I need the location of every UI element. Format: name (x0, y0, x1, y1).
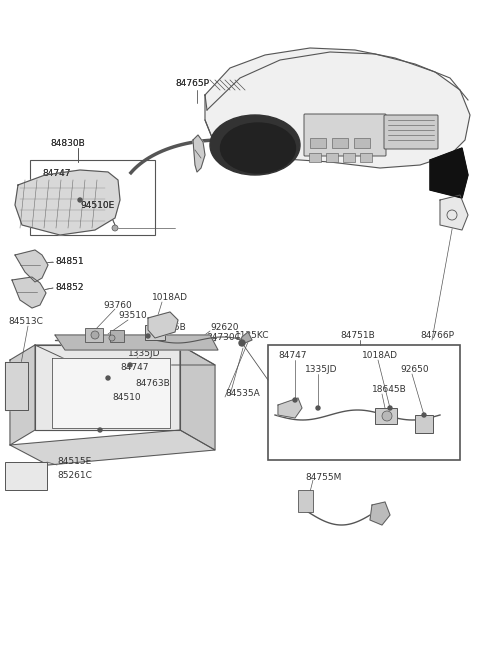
Text: 84747: 84747 (120, 364, 148, 373)
Circle shape (106, 376, 110, 380)
Text: 93510: 93510 (118, 312, 147, 320)
Text: 92650: 92650 (400, 365, 429, 375)
Circle shape (128, 363, 132, 367)
Polygon shape (10, 345, 35, 445)
Text: 84535A: 84535A (225, 388, 260, 398)
Circle shape (382, 411, 392, 421)
Text: 93760: 93760 (103, 301, 132, 310)
Circle shape (293, 398, 297, 402)
Text: 18645B: 18645B (152, 322, 187, 331)
Circle shape (146, 334, 150, 338)
Ellipse shape (220, 123, 296, 173)
Bar (415, 415, 433, 433)
Polygon shape (180, 345, 215, 450)
Bar (110, 330, 124, 342)
Polygon shape (193, 135, 205, 172)
Polygon shape (240, 332, 252, 345)
Bar (326, 153, 338, 162)
Ellipse shape (210, 115, 300, 175)
Text: 84751B: 84751B (340, 331, 375, 339)
Polygon shape (55, 335, 218, 350)
Polygon shape (35, 345, 180, 430)
Bar (5, 462, 47, 490)
FancyBboxPatch shape (304, 114, 386, 156)
Circle shape (109, 335, 115, 341)
Polygon shape (430, 148, 468, 198)
Text: 94510E: 94510E (80, 202, 114, 210)
Circle shape (316, 406, 320, 410)
Polygon shape (35, 345, 215, 365)
Circle shape (388, 406, 392, 410)
Text: 1335JD: 1335JD (305, 365, 337, 375)
Text: 84763B: 84763B (135, 379, 170, 388)
Text: 84515E: 84515E (57, 457, 91, 466)
Bar (310, 138, 326, 148)
Text: 84747: 84747 (42, 168, 71, 178)
Text: 18645B: 18645B (372, 386, 407, 394)
Text: 84766P: 84766P (420, 331, 454, 339)
Text: 1018AD: 1018AD (152, 293, 188, 301)
Bar (85, 328, 103, 342)
Bar (145, 325, 165, 340)
Text: 84747: 84747 (42, 168, 71, 178)
Text: 92620: 92620 (210, 322, 239, 331)
Text: 84513C: 84513C (8, 318, 43, 326)
Text: 84852: 84852 (55, 284, 84, 293)
Polygon shape (440, 195, 468, 230)
Text: 1335JD: 1335JD (128, 348, 160, 358)
Text: 84852: 84852 (55, 284, 84, 293)
Bar (354, 138, 370, 148)
Text: 94510E: 94510E (80, 202, 114, 210)
Bar (360, 153, 372, 162)
Text: 84765P: 84765P (175, 79, 209, 88)
Circle shape (78, 198, 82, 202)
Bar (309, 153, 321, 162)
Circle shape (112, 225, 118, 231)
Circle shape (422, 413, 426, 417)
Text: 1018AD: 1018AD (362, 350, 398, 360)
Text: 84730C: 84730C (206, 333, 241, 343)
Text: 1125KC: 1125KC (235, 331, 269, 339)
Circle shape (239, 340, 245, 346)
Text: 84755M: 84755M (305, 472, 341, 481)
Text: 84747: 84747 (278, 350, 307, 360)
Bar (332, 138, 348, 148)
Text: 85261C: 85261C (57, 470, 92, 479)
Polygon shape (15, 250, 48, 282)
Polygon shape (205, 48, 470, 168)
Polygon shape (10, 430, 215, 465)
Polygon shape (12, 277, 46, 308)
Text: 84851: 84851 (55, 257, 84, 267)
Polygon shape (148, 312, 178, 338)
Bar (375, 408, 397, 424)
Text: 84765P: 84765P (175, 79, 209, 88)
Text: 84510: 84510 (112, 392, 141, 402)
Polygon shape (278, 398, 302, 418)
FancyBboxPatch shape (384, 115, 438, 149)
Text: 84851: 84851 (55, 257, 84, 267)
Bar (298, 490, 313, 512)
Text: 84830B: 84830B (50, 138, 85, 147)
Circle shape (98, 428, 102, 432)
Circle shape (91, 331, 99, 339)
Bar (268, 345, 460, 460)
Bar (343, 153, 355, 162)
Polygon shape (52, 358, 170, 428)
Bar (30, 160, 155, 235)
Text: 84830B: 84830B (50, 138, 85, 147)
Polygon shape (15, 170, 120, 235)
Polygon shape (5, 362, 28, 410)
Polygon shape (370, 502, 390, 525)
